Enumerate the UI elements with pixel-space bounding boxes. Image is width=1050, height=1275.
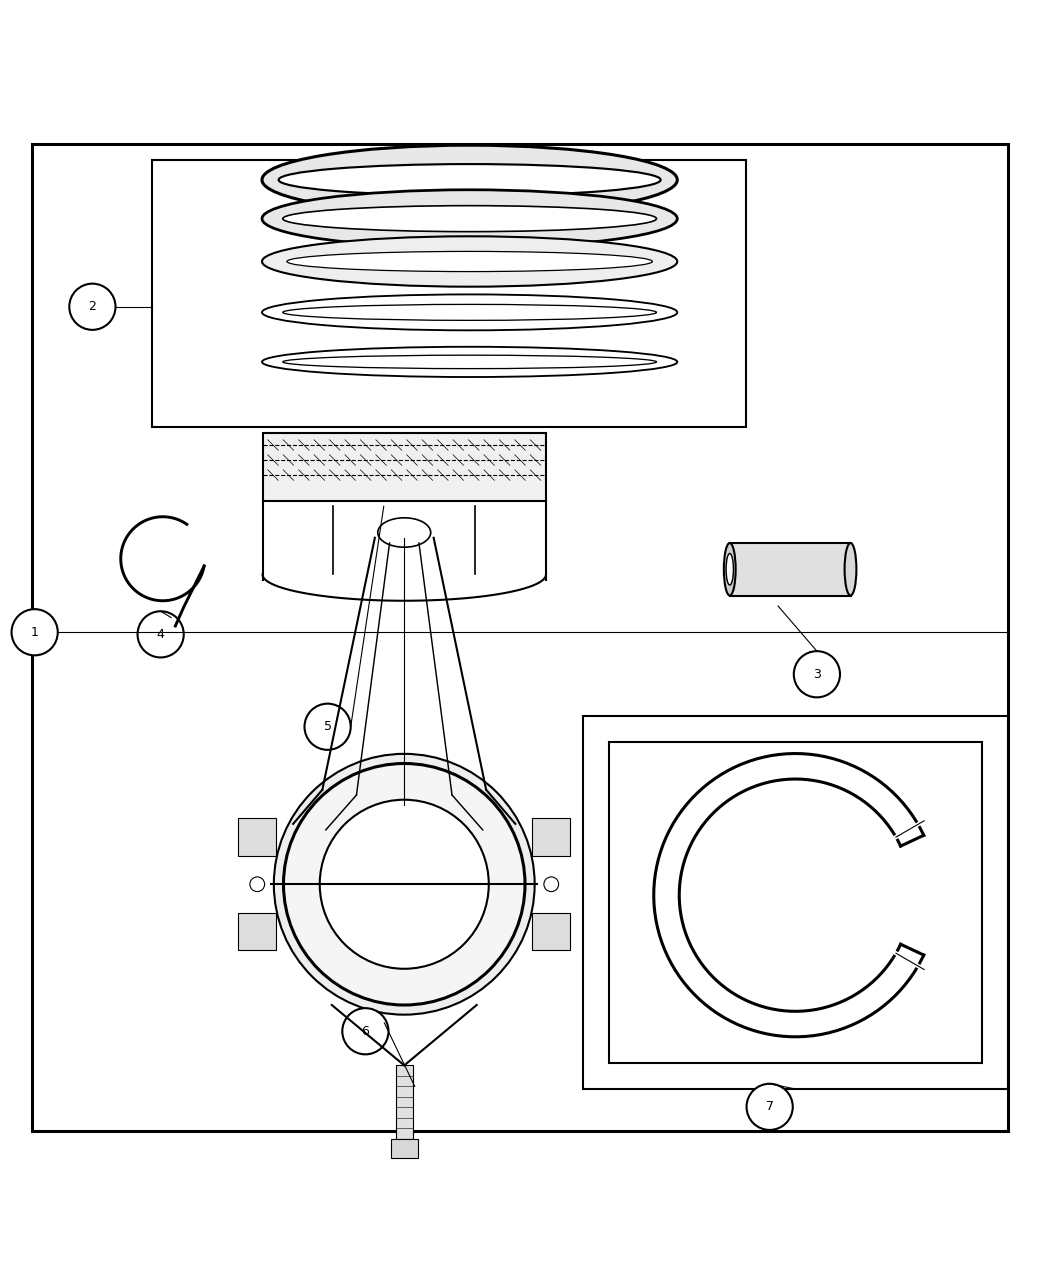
Circle shape bbox=[544, 877, 559, 891]
Ellipse shape bbox=[262, 236, 677, 287]
Bar bbox=[532, 913, 570, 950]
Text: 6: 6 bbox=[361, 1025, 370, 1038]
Bar bbox=[238, 913, 276, 950]
Bar bbox=[238, 819, 276, 856]
Ellipse shape bbox=[262, 145, 677, 214]
Circle shape bbox=[138, 611, 184, 658]
Bar bbox=[396, 1066, 413, 1139]
Text: 3: 3 bbox=[813, 668, 821, 681]
Text: 7: 7 bbox=[765, 1100, 774, 1113]
Circle shape bbox=[747, 1084, 793, 1130]
Circle shape bbox=[794, 652, 840, 697]
Ellipse shape bbox=[282, 205, 656, 232]
Ellipse shape bbox=[723, 543, 736, 595]
Circle shape bbox=[342, 1009, 388, 1054]
Circle shape bbox=[69, 283, 116, 330]
Bar bbox=[391, 1139, 418, 1158]
Ellipse shape bbox=[278, 164, 660, 195]
Bar bbox=[583, 717, 1008, 1089]
Bar bbox=[262, 432, 546, 501]
Text: 5: 5 bbox=[323, 720, 332, 733]
Bar bbox=[730, 543, 851, 595]
Circle shape bbox=[12, 609, 58, 655]
Ellipse shape bbox=[727, 553, 733, 585]
Circle shape bbox=[250, 877, 265, 891]
Ellipse shape bbox=[262, 190, 677, 247]
Circle shape bbox=[284, 764, 525, 1005]
Bar bbox=[532, 819, 570, 856]
Circle shape bbox=[304, 704, 351, 750]
Ellipse shape bbox=[378, 518, 430, 547]
Circle shape bbox=[274, 754, 534, 1015]
Circle shape bbox=[320, 799, 489, 969]
Text: 4: 4 bbox=[156, 627, 165, 641]
Ellipse shape bbox=[844, 543, 857, 595]
Ellipse shape bbox=[287, 251, 652, 272]
Bar bbox=[609, 742, 982, 1063]
Text: 1: 1 bbox=[30, 626, 39, 639]
Bar bbox=[152, 159, 746, 427]
Text: 2: 2 bbox=[88, 300, 97, 314]
